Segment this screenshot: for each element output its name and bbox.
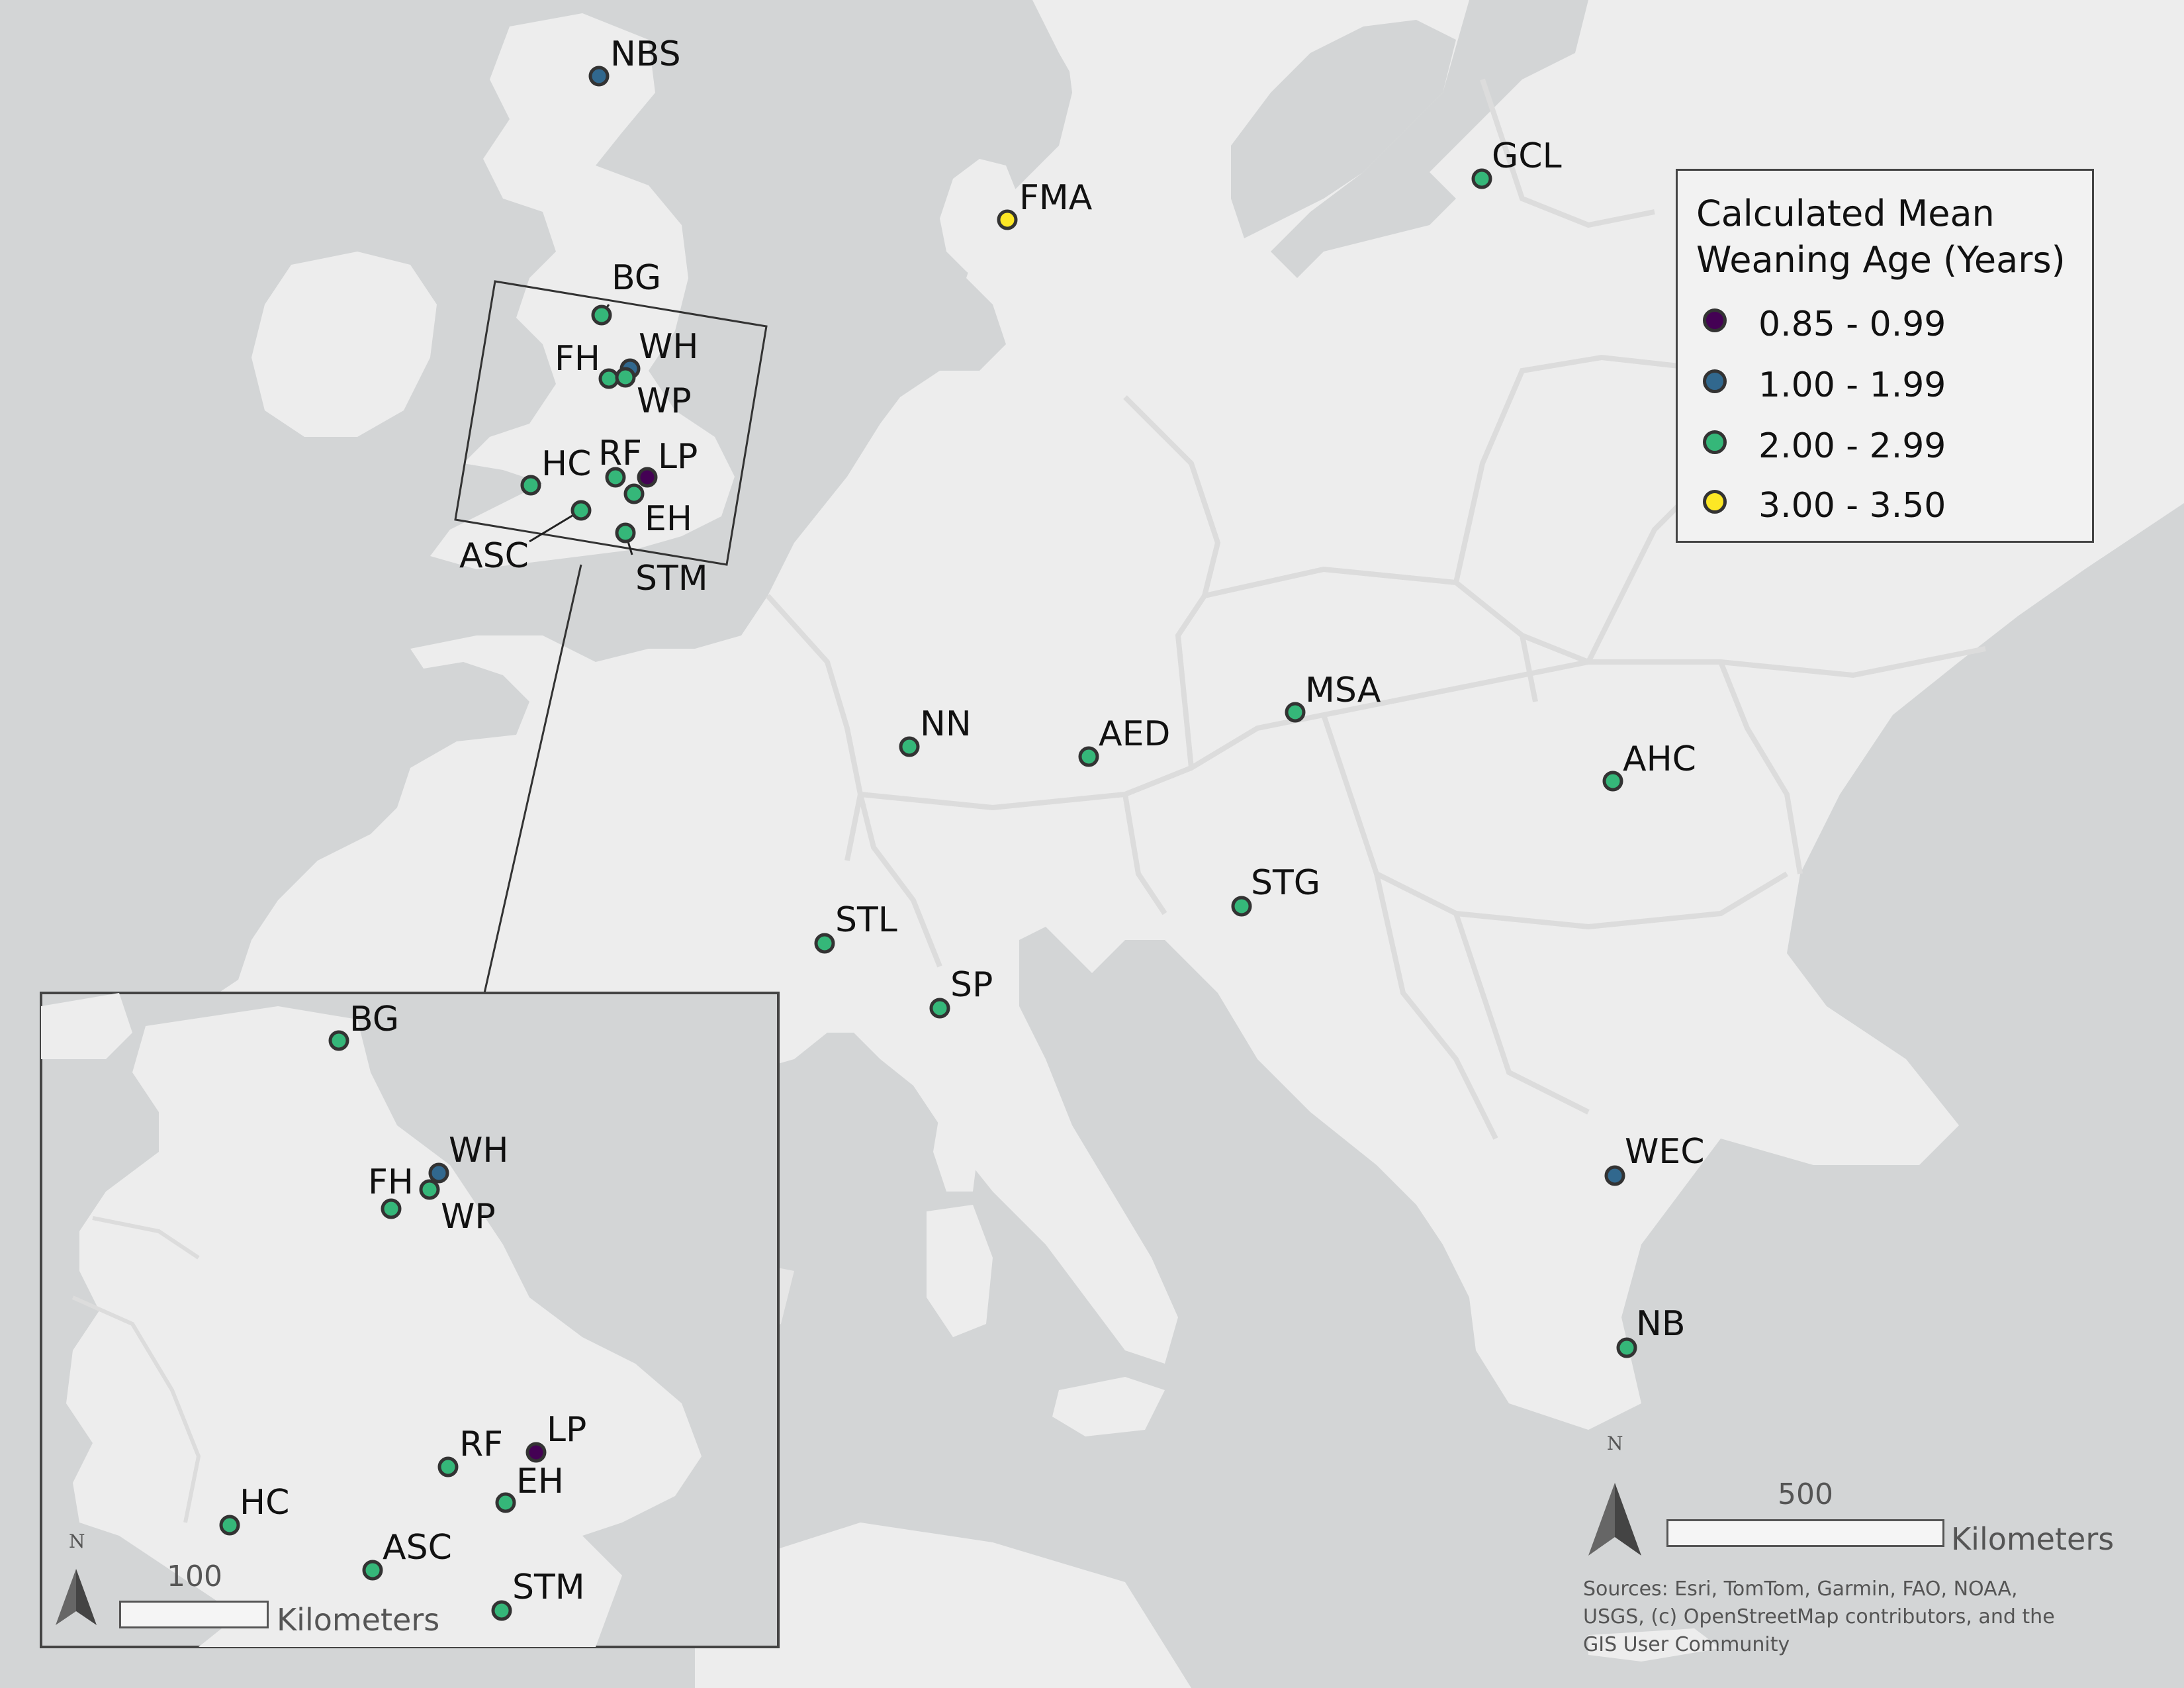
site-label-sp: SP: [950, 965, 993, 1005]
inset-map: [40, 992, 780, 1648]
site-marker-asc: [570, 500, 592, 521]
inset-north-arrow-icon: [56, 1569, 97, 1625]
site-label-eh: EH: [645, 499, 692, 539]
site-label-stg: STG: [1251, 863, 1321, 903]
site-label-stl: STL: [835, 900, 897, 940]
legend-swatch: [1703, 369, 1727, 393]
inset-label-eh: EH: [516, 1462, 564, 1501]
site-marker-ahc: [1602, 771, 1623, 792]
site-marker-gcl: [1471, 168, 1492, 189]
site-label-stm: STM: [635, 559, 708, 598]
main-north-letter: N: [1607, 1432, 1623, 1454]
inset-scale-bar: [119, 1601, 269, 1628]
site-marker-sp: [929, 998, 950, 1019]
main-scale-bar: [1666, 1519, 1944, 1547]
legend-swatch: [1703, 430, 1727, 454]
inset-label-fh: FH: [368, 1162, 414, 1202]
inset-extent-box: [454, 280, 768, 566]
site-label-nn: NN: [920, 704, 972, 744]
site-marker-rf: [605, 467, 626, 488]
site-label-aed: AED: [1099, 714, 1171, 754]
site-marker-fma: [997, 209, 1018, 230]
site-marker-eh: [623, 483, 645, 504]
inset-site-markers: [219, 1030, 547, 1621]
site-marker-nn: [899, 736, 920, 757]
inset-marker-wp: [419, 1179, 440, 1200]
legend-swatch: [1703, 308, 1727, 332]
main-scale-unit: Kilometers: [1951, 1521, 2115, 1557]
inset-label-wp: WP: [441, 1197, 496, 1237]
site-label-wec: WEC: [1625, 1132, 1705, 1172]
site-label-msa: MSA: [1305, 671, 1381, 710]
site-marker-stl: [814, 933, 835, 954]
inset-north-letter: N: [69, 1530, 85, 1552]
site-marker-aed: [1078, 746, 1099, 767]
legend-label: 0.85 - 0.99: [1758, 305, 1946, 344]
inset-label-bg: BG: [349, 1000, 400, 1039]
site-label-asc: ASC: [459, 536, 529, 576]
site-label-fh: FH: [555, 339, 601, 379]
site-label-hc: HC: [541, 444, 592, 484]
inset-scale-unit: Kilometers: [277, 1602, 440, 1638]
legend-label: 1.00 - 1.99: [1758, 365, 1946, 405]
site-label-wh: WH: [639, 327, 699, 367]
site-marker-hc: [520, 475, 541, 496]
site-label-nb: NB: [1636, 1304, 1686, 1344]
inset-scale-value: 100: [167, 1560, 222, 1593]
site-marker-nbs: [588, 66, 610, 87]
legend-label: 3.00 - 3.50: [1758, 486, 1946, 526]
inset-label-asc: ASC: [383, 1528, 452, 1568]
site-marker-wp: [615, 367, 636, 388]
site-marker-bg: [591, 305, 612, 326]
main-north-arrow-icon: [1588, 1483, 1641, 1556]
site-marker-lp: [637, 467, 658, 488]
inset-marker-stm: [491, 1600, 512, 1621]
legend-title-line1: Calculated Mean: [1696, 193, 1995, 234]
legend-title-line2: Weaning Age (Years): [1696, 239, 2066, 281]
sources-attribution: Sources: Esri, TomTom, Garmin, FAO, NOAA…: [1583, 1577, 2055, 1656]
site-label-wp: WP: [637, 381, 692, 421]
inset-marker-rf: [437, 1456, 459, 1477]
inset-label-stm: STM: [512, 1568, 585, 1607]
inset-connector-line: [483, 564, 582, 994]
site-marker-fh: [598, 368, 619, 389]
legend-title: Calculated Mean Weaning Age (Years): [1696, 191, 2093, 283]
site-markers: [520, 66, 1637, 1358]
inset-marker-bg: [328, 1030, 349, 1051]
site-label-rf: RF: [598, 434, 643, 473]
site-marker-stm: [615, 522, 636, 543]
site-marker-nb: [1616, 1337, 1637, 1358]
inset-label-lp: LP: [547, 1410, 587, 1450]
country-borders: [766, 78, 1986, 1140]
site-label-gcl: GCL: [1492, 136, 1562, 176]
site-marker-wec: [1604, 1165, 1625, 1186]
inset-marker-hc: [219, 1515, 240, 1536]
inset-label-wh: WH: [449, 1131, 509, 1170]
site-label-fma: FMA: [1019, 178, 1093, 218]
site-label-lp: LP: [658, 437, 698, 477]
inset-label-hc: HC: [240, 1483, 290, 1523]
inset-marker-asc: [362, 1560, 383, 1581]
site-marker-msa: [1285, 702, 1306, 723]
inset-marker-eh: [495, 1492, 516, 1513]
inset-marker-wh: [428, 1162, 449, 1184]
inset-marker-lp: [525, 1442, 547, 1463]
site-label-bg: BG: [612, 258, 662, 298]
legend-label: 2.00 - 2.99: [1758, 426, 1946, 466]
site-label-ahc: AHC: [1623, 739, 1696, 779]
site-label-nbs: NBS: [610, 34, 681, 74]
site-marker-stg: [1231, 896, 1252, 917]
inset-marker-fh: [381, 1198, 402, 1219]
legend-swatch: [1703, 490, 1727, 514]
inset-label-rf: RF: [459, 1425, 504, 1464]
main-scale-value: 500: [1778, 1477, 1833, 1511]
legend: Calculated Mean Weaning Age (Years) 0.85…: [1676, 169, 2094, 543]
